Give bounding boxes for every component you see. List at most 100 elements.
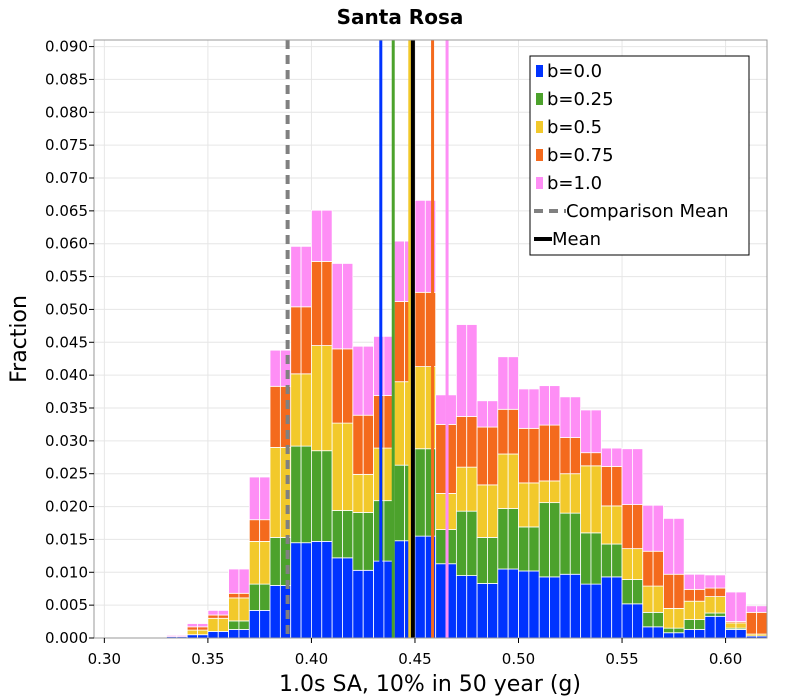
bar-segment-b0_75 bbox=[269, 385, 281, 448]
y-tick-label: 0.050 bbox=[45, 300, 88, 318]
bar-segment-b0_0 bbox=[714, 615, 726, 639]
bar-segment-b0_75 bbox=[290, 306, 302, 375]
bar-segment-b0_0 bbox=[217, 631, 230, 639]
bar-segment-b1_0 bbox=[393, 240, 406, 302]
bar-segment-b0_0 bbox=[600, 576, 613, 639]
bar-segment-b0_25 bbox=[590, 532, 602, 585]
bar-segment-b0_25 bbox=[549, 502, 561, 578]
bar-segment-b0_0 bbox=[476, 583, 488, 639]
bar-segment-b0_75 bbox=[300, 306, 312, 375]
x-tick-label: 0.60 bbox=[709, 650, 742, 668]
bar-segment-b0_5 bbox=[580, 465, 592, 534]
bar-segment-b0_5 bbox=[455, 466, 468, 512]
bar-segment-b1_0 bbox=[435, 394, 447, 425]
bar-segment-b0_0 bbox=[321, 541, 333, 639]
bar-segment-b0_75 bbox=[673, 573, 685, 609]
bar-segment-b1_0 bbox=[549, 385, 561, 426]
bar-segment-b0_5 bbox=[683, 600, 695, 621]
bar-segment-b1_0 bbox=[714, 574, 726, 589]
bar-segment-b0_5 bbox=[476, 484, 488, 538]
bar-segment-b0_0 bbox=[352, 569, 364, 639]
bar-segment-b1_0 bbox=[424, 199, 437, 293]
bar-segment-b0_25 bbox=[538, 502, 550, 578]
bar-segment-b1_0 bbox=[735, 591, 747, 622]
bar-segment-b0_5 bbox=[559, 473, 571, 514]
y-tick-label: 0.090 bbox=[45, 38, 88, 56]
bar-segment-b0_0 bbox=[373, 560, 385, 639]
bar-segment-b0_5 bbox=[186, 629, 198, 636]
bar-segment-b0_0 bbox=[663, 632, 675, 639]
bar-segment-b0_25 bbox=[373, 500, 385, 562]
bar-segment-b1_0 bbox=[580, 409, 592, 454]
bar-segment-b1_0 bbox=[248, 476, 261, 521]
bar-segment-b0_75 bbox=[311, 261, 323, 346]
x-tick-label: 0.55 bbox=[605, 650, 638, 668]
bar-segment-b1_0 bbox=[238, 568, 250, 594]
bar-segment-b0_0 bbox=[362, 569, 374, 639]
bar-segment-b1_0 bbox=[673, 518, 685, 575]
bar-segment-b1_0 bbox=[476, 400, 488, 428]
bar-segment-b0_25 bbox=[559, 512, 571, 575]
bar-segment-b0_5 bbox=[735, 622, 747, 629]
bar-segment-b0_5 bbox=[621, 548, 633, 580]
bar-segment-b0_5 bbox=[538, 480, 550, 504]
bar-segment-b0_25 bbox=[321, 450, 333, 542]
bar-segment-b1_0 bbox=[590, 409, 602, 454]
y-tick-label: 0.070 bbox=[45, 169, 88, 187]
y-tick-label: 0.080 bbox=[45, 103, 88, 121]
y-tick-label: 0.010 bbox=[45, 563, 88, 581]
bar-segment-b0_75 bbox=[424, 291, 437, 368]
bar-segment-b0_25 bbox=[424, 448, 437, 537]
x-axis-label: 1.0s SA, 10% in 50 year (g) bbox=[279, 672, 581, 697]
x-tick-label: 0.35 bbox=[191, 650, 224, 668]
bar-segment-b0_0 bbox=[652, 626, 664, 639]
y-tick-label: 0.020 bbox=[45, 498, 88, 516]
bar-segment-b0_0 bbox=[290, 542, 302, 639]
bar-segment-b0_0 bbox=[559, 573, 571, 639]
bar-segment-b0_75 bbox=[476, 426, 488, 486]
bar-segment-b1_0 bbox=[704, 574, 716, 589]
bar-segment-b1_0 bbox=[507, 356, 519, 410]
bar-segment-b0_0 bbox=[538, 576, 550, 639]
bar-segment-b1_0 bbox=[455, 324, 468, 417]
legend-swatch bbox=[536, 121, 543, 133]
bar-segment-b0_75 bbox=[580, 452, 592, 467]
bar-segment-b1_0 bbox=[559, 396, 571, 438]
bar-segment-b0_5 bbox=[352, 473, 364, 513]
bar-segment-b1_0 bbox=[414, 199, 426, 293]
bar-segment-b0_25 bbox=[600, 543, 613, 578]
bar-segment-b0_25 bbox=[569, 512, 582, 575]
bar-segment-b0_25 bbox=[528, 526, 540, 572]
y-tick-label: 0.000 bbox=[45, 629, 88, 647]
bar-segment-b0_5 bbox=[663, 608, 675, 629]
legend-label: Comparison Mean bbox=[566, 201, 729, 222]
bar-segment-b1_0 bbox=[176, 634, 188, 638]
y-tick-label: 0.045 bbox=[45, 333, 88, 351]
bar-segment-b0_5 bbox=[414, 366, 426, 450]
bar-segment-b1_0 bbox=[663, 518, 675, 575]
bar-segment-b0_25 bbox=[507, 508, 519, 570]
bar-segment-b0_75 bbox=[487, 426, 499, 486]
y-axis: 0.000 0.005 0.010 0.015 0.020 0.025 0.030 0.035… bbox=[45, 38, 94, 647]
bar-segment-b0_5 bbox=[569, 473, 582, 514]
bar-segment-b0_0 bbox=[393, 540, 406, 639]
bar-segment-b1_0 bbox=[217, 610, 230, 616]
bar-segment-b0_25 bbox=[331, 510, 343, 559]
bar-segment-b0_0 bbox=[683, 629, 695, 639]
bar-segment-b0_75 bbox=[238, 592, 250, 599]
bar-segment-b0_0 bbox=[487, 583, 499, 639]
bar-segment-b0_0 bbox=[725, 629, 737, 639]
bar-segment-b0_75 bbox=[414, 291, 426, 368]
bar-segment-b0_5 bbox=[652, 585, 664, 613]
bar-segment-b0_25 bbox=[652, 611, 664, 628]
bar-segment-b0_0 bbox=[673, 632, 685, 639]
bar-segment-b1_0 bbox=[300, 245, 312, 308]
legend-swatch bbox=[536, 65, 543, 77]
bar-segment-b0_25 bbox=[311, 450, 323, 542]
plot-frame bbox=[93, 39, 768, 639]
bar-segment-b0_5 bbox=[600, 505, 613, 545]
bar-segment-b0_5 bbox=[497, 453, 509, 509]
bar-segment-b1_0 bbox=[745, 605, 758, 613]
bar-segment-b0_0 bbox=[735, 629, 747, 639]
bar-segment-b1_0 bbox=[259, 476, 271, 521]
